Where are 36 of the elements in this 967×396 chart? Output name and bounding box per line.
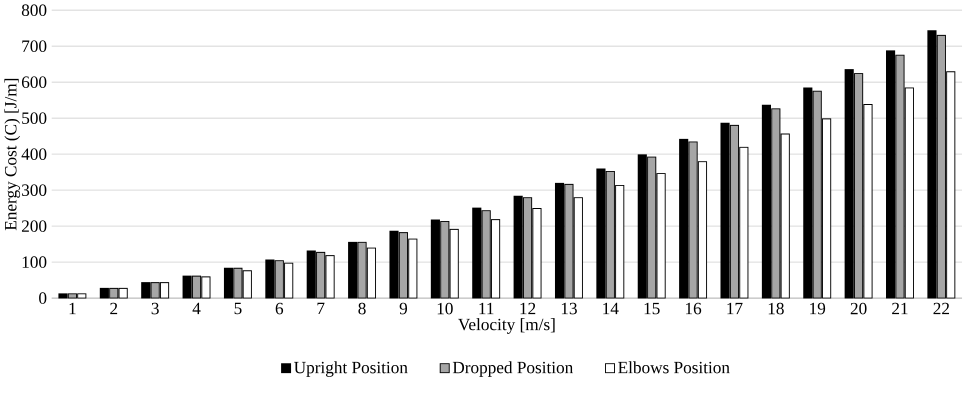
x-tick-label: 12: [520, 302, 536, 314]
x-tick-label: 15: [644, 302, 660, 314]
x-tick-label: 22: [933, 302, 950, 314]
x-axis-title: Velocity [m/s]: [458, 318, 555, 334]
y-tick-label: 600: [22, 76, 46, 88]
x-tick-label: 19: [810, 302, 826, 314]
x-tick-label: 11: [479, 302, 494, 314]
y-tick-label: 0: [39, 292, 46, 304]
legend-label: Upright Position: [294, 361, 408, 377]
x-tick-label: 17: [727, 302, 743, 314]
x-tick-label: 5: [234, 302, 242, 314]
legend-label: Elbows Position: [618, 361, 730, 374]
y-tick-label: 800: [22, 4, 46, 16]
x-tick-label: 20: [850, 302, 867, 314]
y-tick-label: 500: [22, 112, 46, 124]
y-tick-label: 300: [22, 184, 46, 196]
x-tick-label: 7: [318, 302, 324, 314]
x-tick-label: 16: [686, 302, 702, 314]
y-tick-label: 200: [22, 220, 46, 232]
x-tick-label: 9: [400, 302, 408, 314]
legend-label: Dropped Position: [452, 361, 574, 377]
x-tick-label: 6: [276, 302, 284, 314]
y-tick-label: 700: [22, 40, 46, 52]
x-tick-label: 3: [152, 302, 159, 314]
y-axis-title: Energy Cost (C) [J/m]: [4, 78, 20, 230]
x-tick-label: 1: [70, 302, 76, 314]
x-tick-label: 18: [768, 302, 784, 314]
x-tick-label: 21: [892, 302, 908, 314]
x-tick-label: 13: [562, 302, 577, 314]
x-tick-label: 2: [110, 302, 118, 314]
y-tick-label: 100: [22, 256, 46, 268]
x-tick-label: 14: [603, 302, 619, 314]
x-tick-label: 8: [358, 302, 366, 314]
x-tick-label: 4: [192, 302, 201, 314]
y-tick-label: 400: [22, 148, 46, 160]
x-tick-label: 10: [438, 302, 453, 314]
